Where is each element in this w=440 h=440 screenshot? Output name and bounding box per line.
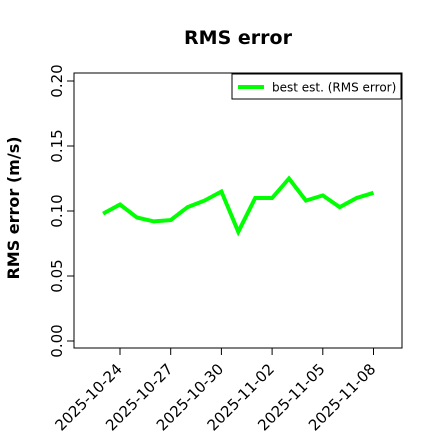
legend: best est. (RMS error) bbox=[231, 73, 402, 100]
x-axis: 2025-10-242025-10-272025-10-302025-11-02… bbox=[51, 348, 379, 434]
y-tick-label: 0.10 bbox=[48, 194, 66, 227]
series-layer bbox=[102, 175, 375, 237]
y-tick-label: 0.05 bbox=[48, 259, 66, 292]
y-axis: 0.00 0.05 0.10 0.15 0.20 bbox=[48, 64, 74, 358]
plot-frame bbox=[73, 72, 403, 349]
chart-title: RMS error bbox=[184, 27, 293, 49]
y-tick-label: 0.00 bbox=[48, 324, 66, 357]
y-tick-label: 0.20 bbox=[48, 64, 66, 97]
y-axis-label: RMS error (m/s) bbox=[4, 136, 23, 279]
y-tick-label: 0.15 bbox=[48, 129, 66, 162]
series-line bbox=[102, 175, 375, 237]
legend-label: best est. (RMS error) bbox=[272, 81, 396, 95]
